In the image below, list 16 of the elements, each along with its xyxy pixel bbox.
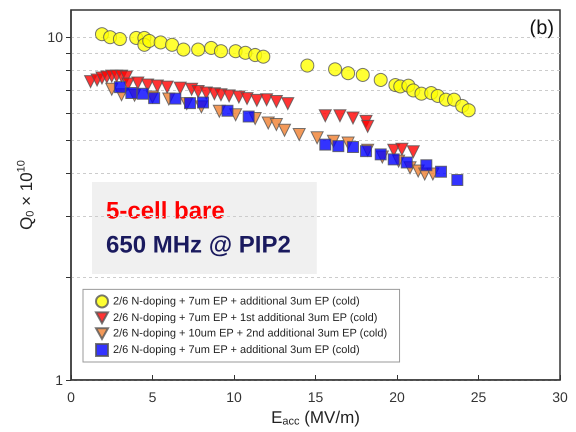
- annotation: (b): [530, 17, 554, 39]
- annotation: 650 MHz @ PIP2: [106, 232, 291, 258]
- legend-label: 2/6 N-doping + 7um EP + additional 3um EP (cold): [113, 344, 360, 356]
- x-tick-label: 10: [226, 389, 242, 405]
- y-tick-label: 1: [55, 372, 64, 388]
- legend-label: 2/6 N-doping + 7um EP + 1st additional 3um EP (cold): [113, 312, 378, 324]
- x-tick-label: 20: [389, 389, 405, 405]
- x-tick-label: 0: [67, 389, 76, 405]
- x-tick-label: 15: [308, 389, 324, 405]
- y-axis-title: Q0 × 1010: [16, 160, 36, 230]
- x-tick-label: 5: [148, 389, 157, 405]
- x-tick-label: 30: [552, 389, 568, 405]
- legend-label: 2/6 N-doping + 10um EP + 2nd additional 3um EP (cold): [113, 328, 388, 340]
- x-tick-label: 25: [470, 389, 486, 405]
- legend-label: 2/6 N-doping + 7um EP + additional 3um EP (cold): [113, 295, 360, 308]
- annotation: 5-cell bare: [106, 198, 225, 224]
